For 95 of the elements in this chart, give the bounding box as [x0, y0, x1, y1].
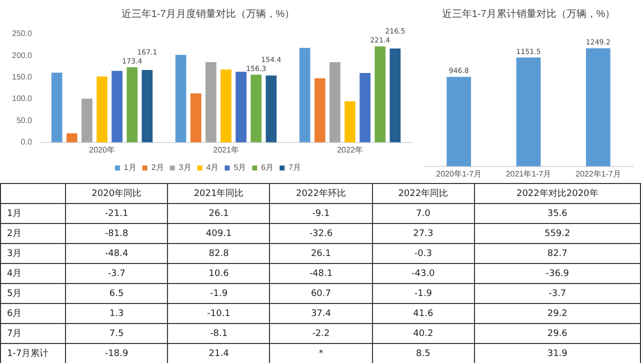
data-label: 41.6	[372, 304, 474, 324]
y-tick-label: 100.0	[12, 94, 33, 104]
x-tick-label: 2022年1-7月	[575, 169, 621, 178]
chart-title: 近三年1-7月累计销量对比（万辆，%）	[442, 8, 616, 20]
bar	[66, 133, 78, 142]
data-label: -48.1	[270, 264, 372, 284]
legend-label: 1月	[124, 163, 136, 172]
data-label: 409.1	[168, 224, 270, 244]
text: *	[318, 348, 324, 358]
data-label: -81.8	[66, 224, 168, 244]
data-label: -3.7	[474, 284, 640, 304]
legend-label: 6月	[261, 163, 274, 172]
data-label: 1.3	[66, 304, 168, 324]
bar	[220, 70, 232, 142]
bar	[142, 70, 153, 142]
x-tick-label: 2022年环比	[270, 184, 372, 204]
chart-title: 近三年1-7月月度销量对比（万辆，%）	[121, 8, 295, 20]
y-tick-label: 3月	[0, 244, 66, 264]
bar	[344, 101, 356, 142]
x-tick-label: 2022年	[337, 145, 363, 154]
data-label: -0.3	[372, 244, 474, 264]
bar	[175, 54, 186, 142]
x-tick-label: 2020年	[89, 145, 115, 154]
data-label: -36.9	[474, 264, 640, 284]
bar	[190, 93, 202, 142]
data-label: 37.4	[270, 304, 372, 324]
y-tick-label: 50.0	[16, 116, 33, 125]
data-label: 10.6	[168, 264, 270, 284]
legend-label: 3月	[178, 163, 192, 172]
x-tick-label: 2022年同比	[372, 184, 474, 204]
y-tick-label: 7月	[0, 324, 66, 344]
data-label: 26.1	[168, 204, 270, 224]
x-tick-label: 2021年	[213, 145, 239, 154]
x-tick-label: 2020年1-7月	[436, 169, 482, 178]
x-tick-label: 2022年对比2020年	[474, 184, 640, 204]
y-tick-label: 5月	[0, 284, 66, 304]
data-label: 29.6	[474, 324, 640, 344]
y-tick-label: 4月	[0, 264, 66, 284]
data-label: 7.0	[372, 204, 474, 224]
y-tick-label: 2月	[0, 224, 66, 244]
data-label: 26.1	[270, 244, 372, 264]
data-label: 40.2	[372, 324, 474, 344]
data-label: -32.6	[270, 224, 372, 244]
data-label: -9.1	[270, 204, 372, 224]
y-tick-label: 200.0	[12, 50, 33, 60]
data-label: 21.4	[168, 344, 270, 363]
bar	[51, 72, 62, 142]
data-label: 7.5	[66, 324, 168, 344]
bar	[250, 74, 262, 142]
legend-label: 2月	[151, 163, 164, 172]
y-tick-label: 150.0	[12, 72, 33, 82]
data-label: -1.9	[168, 284, 270, 304]
data-label: 31.9	[474, 344, 640, 363]
data-label: 82.8	[168, 244, 270, 264]
y-tick-label: 1-7月累计	[0, 344, 66, 363]
bar	[299, 48, 310, 142]
bar	[390, 48, 401, 142]
data-label: -3.7	[66, 264, 168, 284]
bar	[314, 78, 326, 142]
data-label: -21.1	[66, 204, 168, 224]
bar	[206, 62, 216, 142]
x-tick-label: 2020年同比	[66, 184, 168, 204]
y-tick-label: 6月	[0, 304, 66, 324]
bar	[82, 98, 92, 142]
legend-label: 7月	[288, 163, 302, 172]
data-label: -10.1	[168, 304, 270, 324]
x-tick-label: 2021年同比	[168, 184, 270, 204]
bar	[236, 72, 246, 142]
data-label: 27.3	[372, 224, 474, 244]
bar	[360, 73, 370, 142]
data-label: 60.7	[270, 284, 372, 304]
y-tick-label: 250.0	[12, 29, 33, 38]
x-tick-label: 2021年1-7月	[506, 169, 552, 178]
bar	[266, 75, 277, 142]
y-tick-label: 0.0	[20, 138, 33, 147]
data-label: 8.5	[372, 344, 474, 363]
bar	[374, 46, 386, 142]
y-tick-label: 1月	[0, 204, 66, 224]
data-label: -48.4	[66, 244, 168, 264]
data-label: 82.7	[474, 244, 640, 264]
bar	[126, 67, 138, 142]
bar	[330, 62, 340, 142]
legend-label: 4月	[206, 163, 219, 172]
data-label: 29.2	[474, 304, 640, 324]
data-label: -1.9	[372, 284, 474, 304]
data-label: -8.1	[168, 324, 270, 344]
legend-label: 5月	[234, 163, 246, 172]
data-label: -2.2	[270, 324, 372, 344]
data-label: 35.6	[474, 204, 640, 224]
bar	[112, 70, 122, 142]
data-label: -43.0	[372, 264, 474, 284]
data-label: 6.5	[66, 284, 168, 304]
bar	[96, 76, 108, 142]
data-label: 559.2	[474, 224, 640, 244]
data-label: -18.9	[66, 344, 168, 363]
